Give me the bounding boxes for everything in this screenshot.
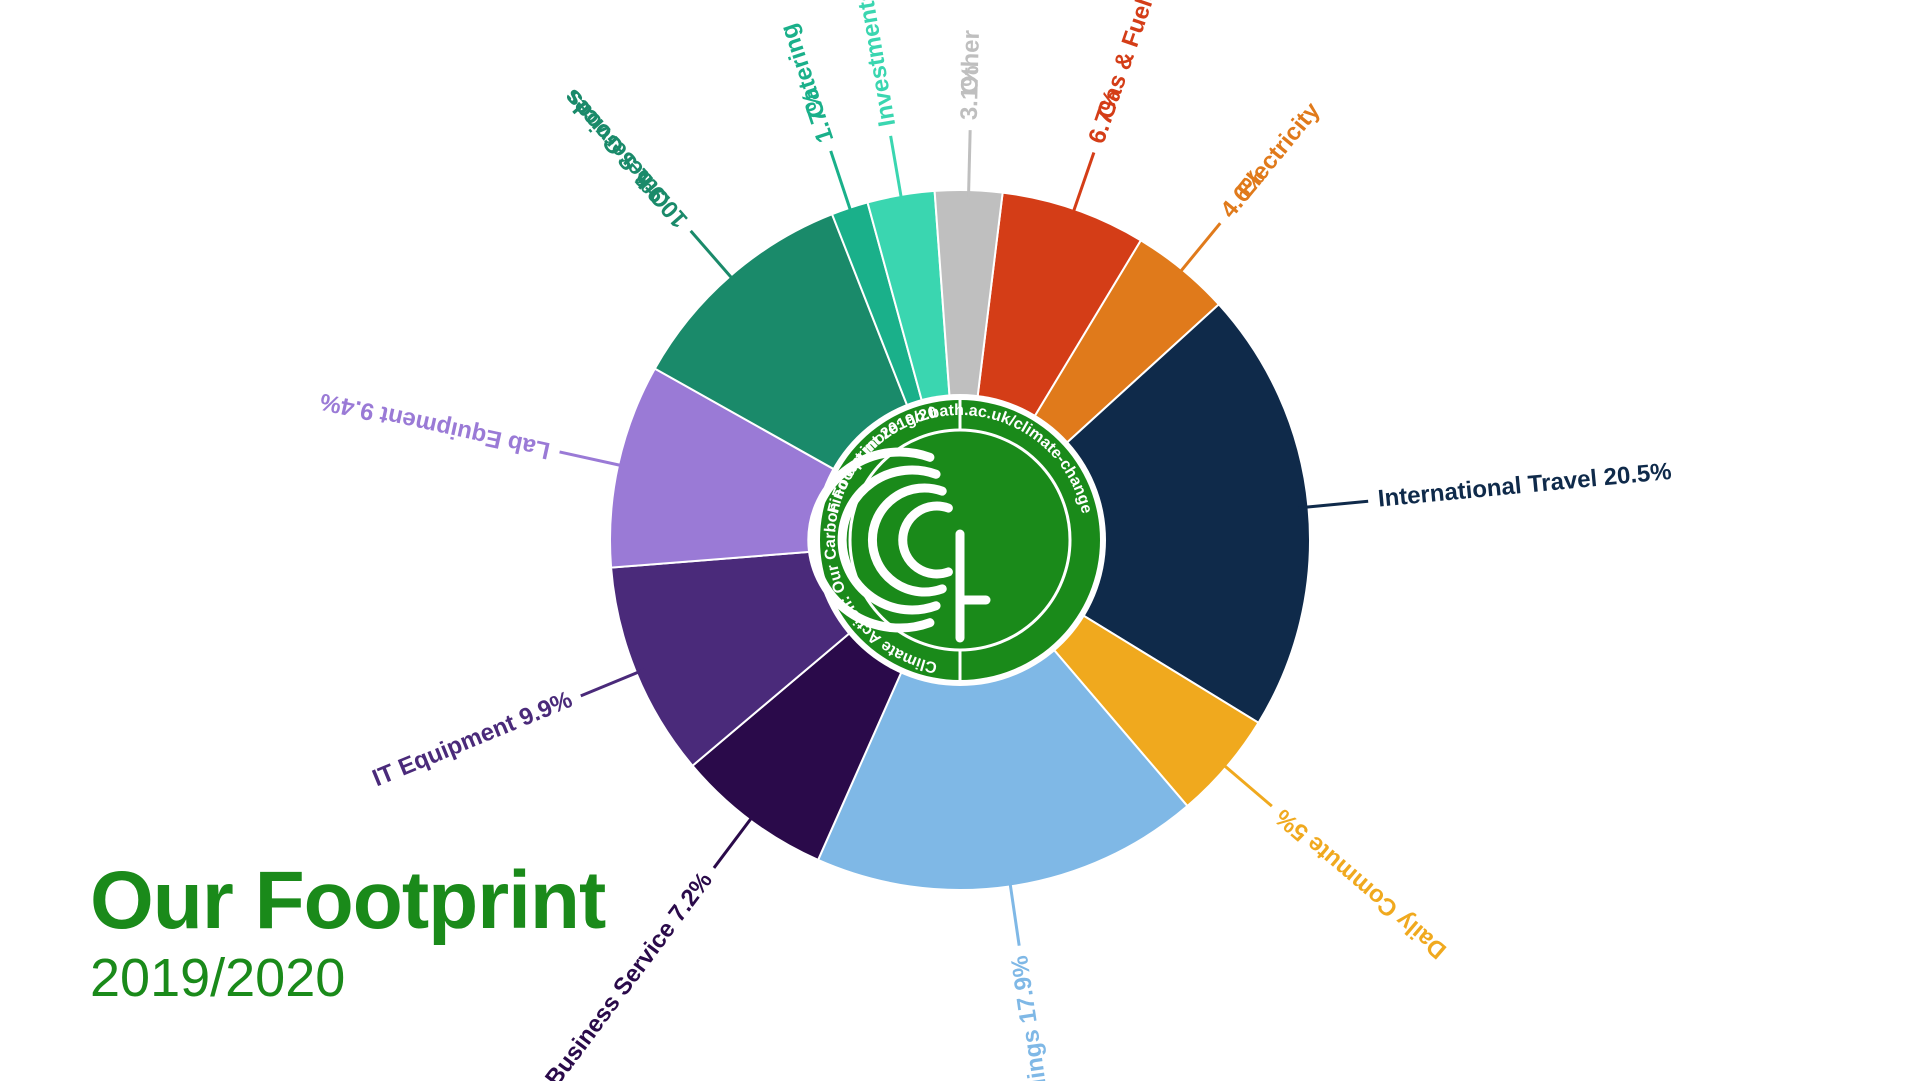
pie-leader <box>1071 152 1094 218</box>
pie-label-line: Gas & Fuels <box>1092 0 1163 122</box>
pie-leader <box>1009 876 1019 945</box>
pie-label: Investments 3.1% <box>840 0 901 129</box>
pie-label-line: New Buildings 17.9% <box>1006 954 1067 1081</box>
pie-label-line: Catering <box>775 20 831 121</box>
pie-label-line: International Travel 20.5% <box>1377 458 1673 513</box>
pie-label: IT Equipment 9.9% <box>369 686 577 792</box>
pie-leader <box>691 231 737 284</box>
pie-leader <box>1176 223 1220 277</box>
pie-label: International Travel 20.5% <box>1377 458 1673 513</box>
pie-label: Lab Equipment 9.4% <box>317 387 552 464</box>
pie-label-line: & Services <box>558 83 659 193</box>
pie-label: 3.1%Other <box>956 30 985 121</box>
center-badge: Find out more: go.bath.ac.uk/climate-cha… <box>812 394 1106 686</box>
title-main: Our Footprint <box>90 860 605 942</box>
pie-leader <box>891 136 903 205</box>
title-block: Our Footprint 2019/2020 <box>90 860 605 1011</box>
pie-label-line: Other <box>956 30 985 95</box>
pie-label: 4.6%Electricity <box>1215 97 1326 223</box>
pie-label-line: IT Equipment 9.9% <box>369 686 577 792</box>
pie-leader <box>1219 761 1272 806</box>
pie-label: 10.9%Other Goods& Services <box>558 83 693 233</box>
pie-label-line: Daily Commute 5% <box>1270 803 1452 964</box>
pie-label-line: Investments 3.1% <box>840 0 901 129</box>
pie-leader <box>968 130 970 200</box>
pie-leader <box>560 452 628 467</box>
title-sub: 2019/2020 <box>90 946 605 1011</box>
pie-label-line: Lab Equipment 9.4% <box>317 387 552 464</box>
pie-label: Daily Commute 5% <box>1270 803 1452 964</box>
pie-leader <box>831 151 853 217</box>
pie-leader <box>581 669 646 696</box>
pie-leader <box>714 812 756 868</box>
pie-label: New Buildings 17.9% <box>1006 954 1067 1081</box>
pie-label: 6.7%Gas & Fuels <box>1083 0 1162 147</box>
pie-label: 1.7%Catering <box>775 20 840 146</box>
pie-label-line: Electricity <box>1232 97 1326 203</box>
